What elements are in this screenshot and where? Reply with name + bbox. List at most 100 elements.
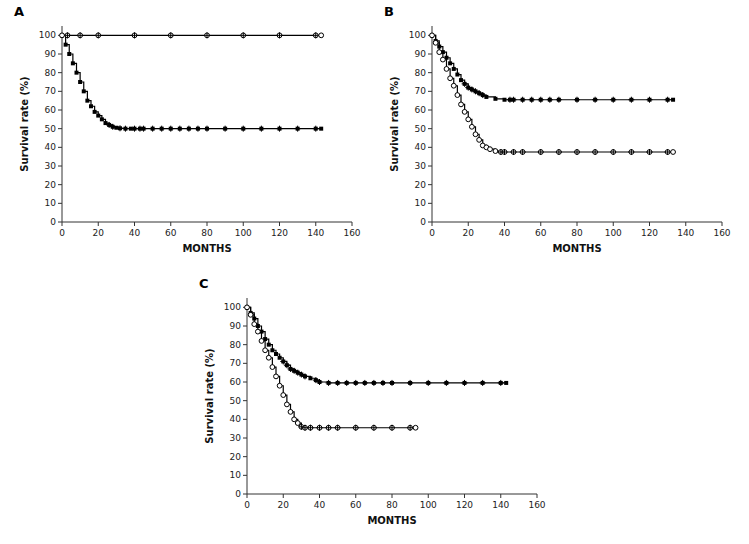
- y-tick-label: 100: [224, 302, 241, 312]
- y-tick: [428, 72, 432, 73]
- censor-mark: [326, 380, 332, 386]
- y-tick: [58, 222, 62, 223]
- censor-mark: [665, 97, 671, 103]
- event-marker: [363, 381, 367, 385]
- x-tick: [247, 494, 248, 498]
- x-tick-label: 120: [641, 228, 658, 238]
- censor-mark: [307, 425, 313, 431]
- event-marker: [455, 93, 460, 98]
- censor-mark: [362, 380, 368, 386]
- series: [280, 358, 504, 385]
- x-tick: [352, 222, 353, 226]
- censor-mark: [186, 126, 192, 132]
- event-marker: [60, 33, 64, 37]
- event-marker: [488, 147, 493, 152]
- event-marker: [319, 127, 323, 131]
- event-marker: [89, 104, 93, 108]
- x-tick-label: 60: [165, 228, 177, 238]
- event-marker: [430, 33, 435, 38]
- y-tick: [243, 438, 247, 439]
- panel: 0204060801001201401600102030405060708090…: [14, 4, 361, 254]
- x-tick-label: 140: [492, 500, 509, 510]
- event-marker: [493, 149, 498, 154]
- censor-mark: [511, 149, 517, 155]
- event-marker: [317, 425, 322, 430]
- series: [106, 122, 319, 132]
- event-marker: [459, 78, 463, 82]
- event-marker: [448, 61, 452, 65]
- y-tick: [58, 184, 62, 185]
- x-tick-label: 20: [278, 500, 290, 510]
- y-tick-label: 20: [45, 180, 57, 190]
- censor-mark: [168, 32, 174, 38]
- y-tick: [243, 456, 247, 457]
- event-marker: [381, 381, 385, 385]
- y-tick: [428, 110, 432, 111]
- event-marker: [93, 110, 97, 114]
- y-axis-label: Survival rate (%): [389, 76, 400, 171]
- censor-mark: [610, 97, 616, 103]
- event-marker: [205, 33, 210, 38]
- event-marker: [557, 98, 561, 102]
- censor-mark: [574, 97, 580, 103]
- event-marker: [530, 98, 534, 102]
- x-tick-label: 40: [314, 500, 326, 510]
- censor-mark: [443, 380, 449, 386]
- event-marker: [408, 425, 413, 430]
- event-marker: [512, 98, 516, 102]
- event-marker: [100, 117, 104, 121]
- y-tick-label: 80: [415, 68, 427, 78]
- x-tick-label: 0: [59, 228, 65, 238]
- y-tick-label: 70: [415, 86, 427, 96]
- event-marker: [245, 305, 249, 309]
- censor-mark: [502, 149, 508, 155]
- event-marker: [354, 381, 358, 385]
- event-marker: [511, 150, 516, 155]
- y-axis-line: [62, 26, 63, 222]
- event-marker: [267, 343, 271, 347]
- x-tick: [319, 494, 320, 498]
- event-marker: [64, 43, 68, 47]
- censor-mark: [302, 425, 308, 431]
- series: [430, 33, 676, 154]
- y-tick: [428, 166, 432, 167]
- event-marker: [85, 99, 89, 103]
- event-marker: [437, 50, 442, 55]
- event-marker: [504, 381, 508, 385]
- x-tick: [62, 222, 63, 226]
- event-marker: [430, 33, 434, 37]
- censor-mark: [592, 149, 598, 155]
- censor-mark: [556, 149, 562, 155]
- censor-mark: [407, 380, 413, 386]
- event-marker: [463, 381, 467, 385]
- y-tick-label: 20: [230, 452, 242, 462]
- event-marker: [481, 381, 485, 385]
- event-marker: [448, 76, 453, 81]
- x-tick: [355, 494, 356, 498]
- event-marker: [353, 425, 358, 430]
- x-tick: [504, 222, 505, 226]
- x-tick-label: 80: [201, 228, 213, 238]
- y-tick: [243, 475, 247, 476]
- event-marker: [466, 117, 471, 122]
- event-marker: [259, 339, 264, 344]
- event-marker: [78, 80, 82, 84]
- x-tick: [613, 222, 614, 226]
- censor-mark: [665, 149, 671, 155]
- censor-mark: [389, 425, 395, 431]
- y-tick-label: 70: [230, 358, 242, 368]
- y-tick: [58, 203, 62, 204]
- censor-mark: [353, 380, 359, 386]
- event-marker: [284, 402, 289, 407]
- event-marker: [75, 71, 79, 75]
- event-marker: [473, 132, 478, 137]
- censor-mark: [64, 32, 70, 38]
- y-tick-label: 60: [230, 377, 242, 387]
- panel-label: B: [384, 4, 394, 19]
- y-tick-label: 40: [45, 142, 57, 152]
- censor-mark: [407, 425, 413, 431]
- event-marker: [520, 150, 525, 155]
- censor-mark: [556, 97, 562, 103]
- event-marker: [281, 393, 286, 398]
- y-tick: [243, 363, 247, 364]
